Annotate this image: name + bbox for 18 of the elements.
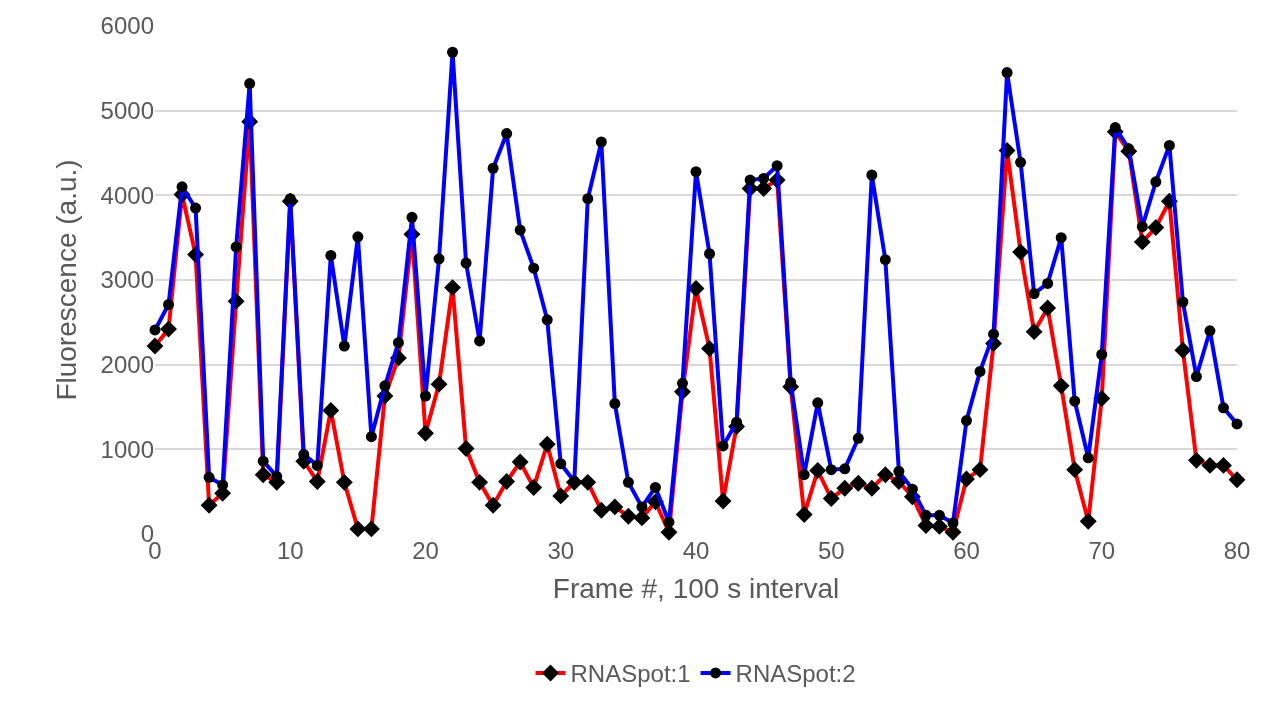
y-axis-title: Fluorescence (a.u.) — [51, 159, 83, 401]
x-axis-title: Frame #, 100 s interval — [552, 573, 840, 605]
legend-label: RNASpot:1 — [570, 660, 691, 688]
legend-label: RNASpot:2 — [735, 660, 856, 688]
x-tick-label: 70 — [1088, 537, 1116, 564]
y-tick-label: 5000 — [100, 97, 154, 125]
x-tick-label: 40 — [682, 537, 710, 564]
x-tick-label: 10 — [276, 537, 304, 564]
y-tick-label: 6000 — [100, 12, 154, 40]
x-tick-label: 60 — [953, 537, 980, 564]
x-tick-label: 30 — [547, 537, 575, 564]
x-tick-label: 20 — [412, 537, 439, 564]
x-tick-label: 80 — [1223, 537, 1251, 564]
y-tick-label: 1000 — [100, 435, 154, 463]
y-tick-label: 3000 — [100, 266, 154, 294]
x-tick-label: 50 — [817, 537, 845, 564]
y-tick-label: 4000 — [100, 181, 154, 209]
y-tick-label: 2000 — [100, 351, 154, 379]
